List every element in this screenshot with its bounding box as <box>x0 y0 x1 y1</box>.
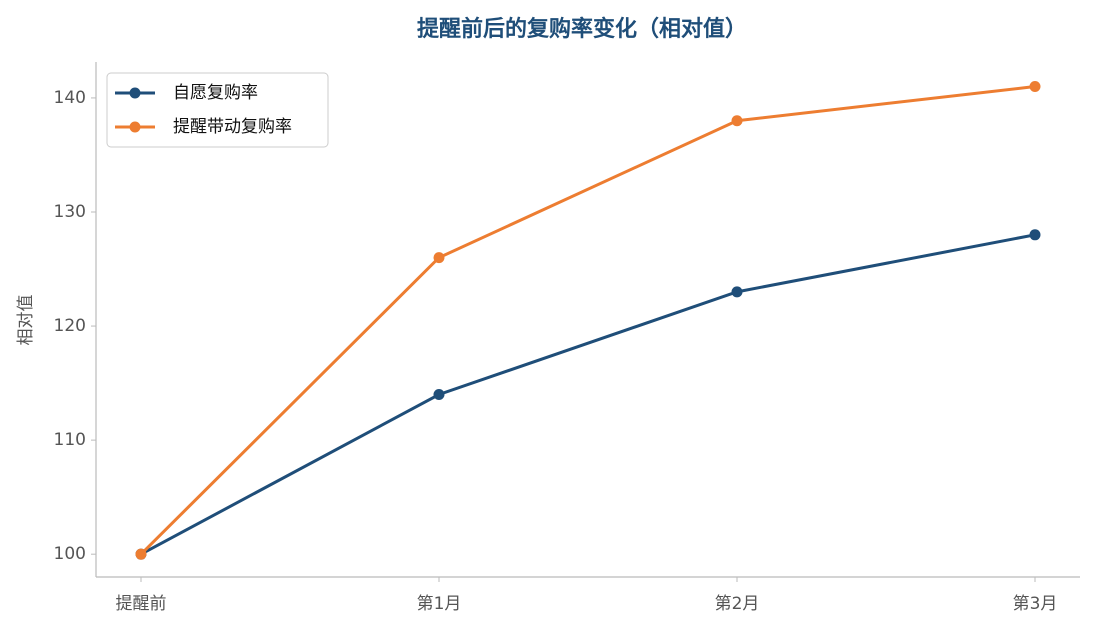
data-point <box>433 388 445 400</box>
data-point <box>1029 81 1041 93</box>
chart-title: 提醒前后的复购率变化（相对值） <box>417 16 747 42</box>
legend-marker <box>129 87 141 99</box>
y-tick-label: 110 <box>54 430 86 450</box>
legend-label: 提醒带动复购率 <box>173 117 292 137</box>
x-tick-label: 提醒前 <box>116 594 167 614</box>
x-tick-label: 第3月 <box>1013 594 1058 614</box>
x-tick-label: 第1月 <box>417 594 462 614</box>
x-tick-label: 第2月 <box>715 594 760 614</box>
series-line <box>140 233 1036 556</box>
data-point <box>731 286 743 298</box>
data-point <box>135 548 147 560</box>
legend-box <box>106 72 329 148</box>
legend-label: 自愿复购率 <box>173 83 258 103</box>
legend-marker <box>129 121 141 133</box>
series-line <box>139 85 1036 556</box>
y-tick-label: 120 <box>54 316 86 336</box>
data-point <box>731 115 743 127</box>
data-point <box>433 252 445 264</box>
data-point <box>1029 229 1041 241</box>
y-tick-label: 140 <box>54 88 86 108</box>
y-tick-label: 130 <box>54 202 86 222</box>
y-axis-label: 相对值 <box>16 295 36 346</box>
y-tick-label: 100 <box>54 544 86 564</box>
